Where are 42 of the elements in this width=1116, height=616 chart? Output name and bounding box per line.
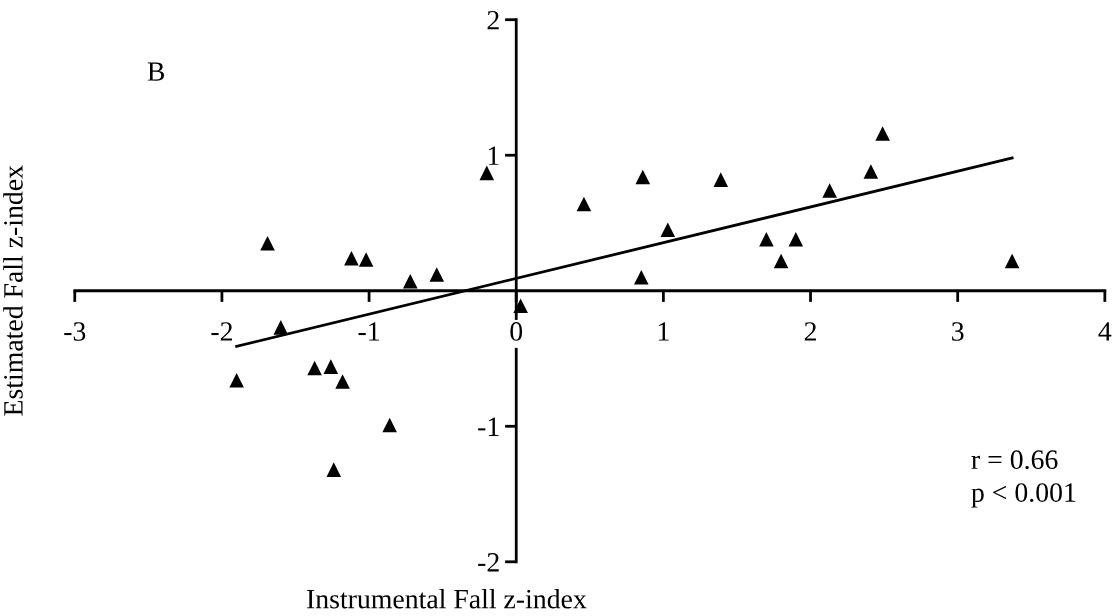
x-tick-label: 0	[510, 322, 523, 341]
point	[323, 359, 339, 374]
x-axis-title: Instrumental Fall z-index	[307, 588, 587, 609]
point	[307, 360, 322, 376]
y-tick-label: 1	[488, 146, 499, 165]
point	[358, 252, 374, 267]
point	[429, 267, 445, 282]
point	[1004, 253, 1020, 269]
annotation: r = 0.66 p < 0.001	[971, 450, 1076, 508]
point	[344, 250, 359, 266]
annotation: B	[147, 62, 165, 81]
point	[576, 196, 592, 212]
point	[863, 164, 879, 179]
point	[273, 320, 289, 335]
point	[335, 374, 350, 389]
point	[479, 165, 495, 181]
y-axis-title: Estimated Fall z-index	[3, 165, 23, 416]
point	[260, 236, 275, 251]
x-tick-label: -2	[211, 322, 232, 341]
x-tick-label: 1	[658, 322, 669, 341]
point	[635, 169, 651, 185]
x-tick-label: 4	[1098, 322, 1112, 341]
point	[773, 253, 789, 269]
point	[403, 273, 418, 289]
y-tick-label: -1	[478, 417, 499, 436]
y-tick-label: -2	[478, 553, 499, 572]
point	[634, 269, 649, 285]
point	[382, 417, 397, 433]
point	[513, 298, 528, 313]
x-tick-label: -1	[358, 322, 379, 341]
point	[229, 372, 244, 388]
point	[875, 126, 890, 141]
x-tick-label: 3	[952, 322, 964, 341]
point	[788, 231, 804, 247]
x-tick-label: -3	[64, 322, 86, 341]
y-tick-label: 2	[487, 10, 499, 30]
point	[326, 462, 342, 477]
point	[713, 172, 729, 187]
point	[660, 222, 676, 238]
x-tick-label: 2	[804, 322, 816, 341]
point	[822, 183, 837, 198]
point	[759, 231, 774, 247]
